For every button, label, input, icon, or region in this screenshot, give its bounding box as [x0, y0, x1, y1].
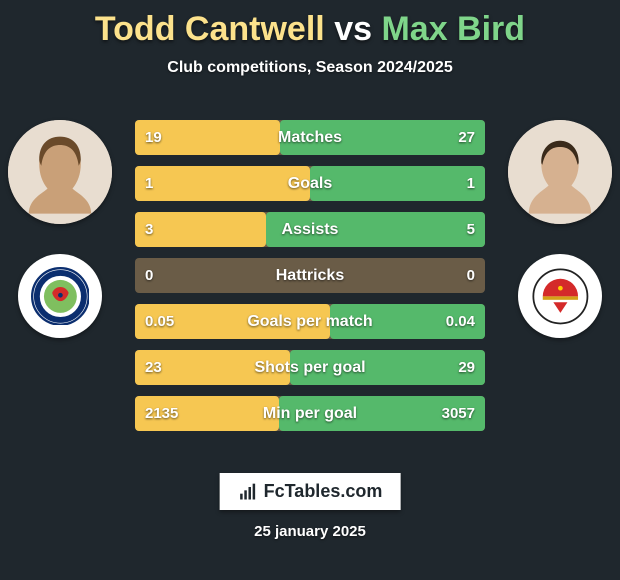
- stat-row: 35Assists: [135, 212, 485, 247]
- stat-label: Hattricks: [135, 258, 485, 293]
- stats-list: 1927Matches 11Goals 35Assists 00Hattricks 0.…: [135, 120, 485, 431]
- brand-badge: FcTables.com: [220, 473, 401, 510]
- stat-row: 1927Matches: [135, 120, 485, 155]
- player1-name: Todd Cantwell: [95, 10, 325, 48]
- vs-separator: vs: [334, 10, 372, 48]
- right-column: [505, 120, 615, 338]
- comparison-title: Todd Cantwell vs Max Bird: [0, 0, 620, 49]
- subtitle: Club competitions, Season 2024/2025: [0, 59, 620, 77]
- stat-row: 21353057Min per goal: [135, 396, 485, 431]
- club-badge-icon: [31, 267, 90, 326]
- stat-label: Matches: [135, 120, 485, 155]
- stat-label: Assists: [135, 212, 485, 247]
- brand-text: FcTables.com: [264, 481, 383, 502]
- footer-date: 25 january 2025: [0, 523, 620, 540]
- player1-club-badge: [18, 254, 102, 338]
- stat-label: Shots per goal: [135, 350, 485, 385]
- person-icon: [8, 120, 112, 224]
- chart-icon: [238, 482, 258, 502]
- player2-club-badge: [518, 254, 602, 338]
- stat-label: Goals: [135, 166, 485, 201]
- stat-row: 0.050.04Goals per match: [135, 304, 485, 339]
- person-icon: [508, 120, 612, 224]
- stat-row: 11Goals: [135, 166, 485, 201]
- left-column: [5, 120, 115, 338]
- player1-avatar: [8, 120, 112, 224]
- player2-avatar: [508, 120, 612, 224]
- stat-label: Goals per match: [135, 304, 485, 339]
- stat-label: Min per goal: [135, 396, 485, 431]
- player2-name: Max Bird: [381, 10, 525, 48]
- stat-row: 2329Shots per goal: [135, 350, 485, 385]
- stat-row: 00Hattricks: [135, 258, 485, 293]
- club-badge-icon: [531, 267, 590, 326]
